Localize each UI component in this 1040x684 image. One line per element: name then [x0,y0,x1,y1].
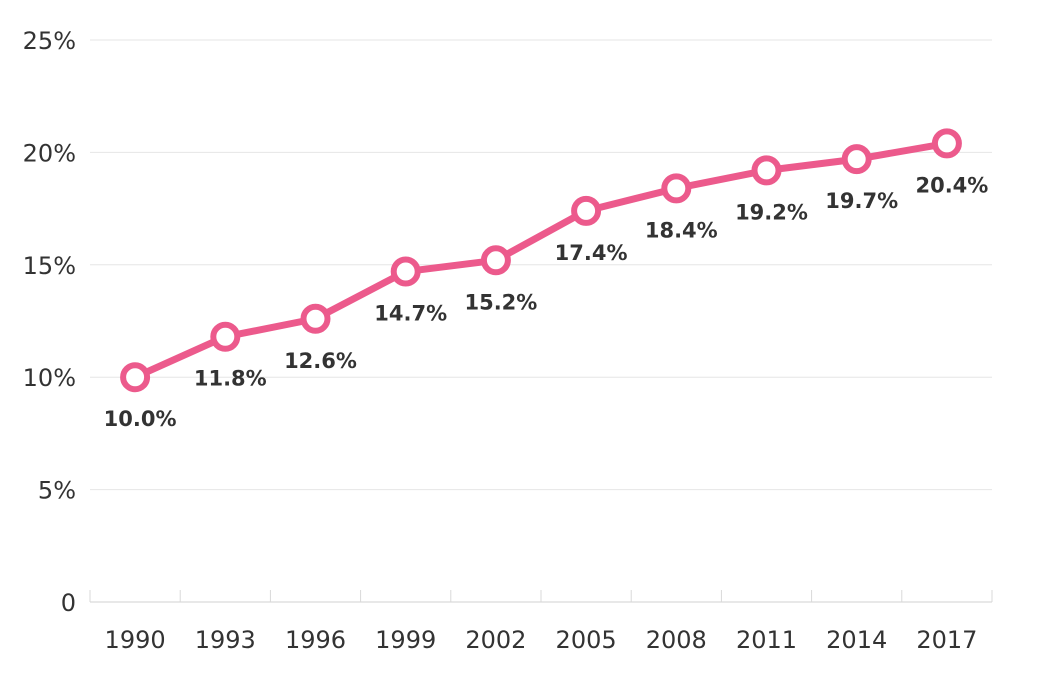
data-point [751,155,782,186]
x-tick-label: 2014 [826,626,887,654]
gridlines [90,39,992,491]
data-point [931,128,962,159]
data-label: 19.2% [735,200,808,224]
x-tick-label: 2011 [736,626,797,654]
data-label: 10.0% [104,407,177,431]
y-tick-label: 10% [23,364,76,392]
axes: 0 5% 10% 15% 20% 25% 1990 1993 1996 1999 2002 2005 2… [23,27,993,654]
data-label: 12.6% [284,349,357,373]
data-point [661,173,692,204]
x-tick-label: 2008 [646,626,707,654]
data-labels: 10.0% 11.8% 12.6% 14.7% 15.2% 17.4% 18.4% 19.2%… [104,173,989,431]
x-tick-label: 2005 [556,626,617,654]
series [120,128,962,393]
x-tick-label: 2017 [916,626,977,654]
x-tick-label: 1996 [285,626,346,654]
x-tick-label: 1990 [105,626,166,654]
y-tick-label: 15% [23,252,76,280]
data-point [480,245,511,276]
data-label: 14.7% [374,302,447,326]
y-tick-label: 0 [61,589,76,617]
y-tick-label: 5% [38,477,76,505]
data-point [120,362,151,393]
x-tick-label: 1993 [195,626,256,654]
data-point [571,195,602,226]
y-tick-label: 25% [23,27,76,55]
data-point [390,256,421,287]
data-label: 15.2% [464,290,537,314]
data-label: 17.4% [555,241,628,265]
x-tick-label: 2002 [465,626,526,654]
data-label: 11.8% [194,367,267,391]
data-point [210,321,241,352]
x-tick-label: 1999 [375,626,436,654]
data-label: 19.7% [825,189,898,213]
data-label: 20.4% [915,173,988,197]
data-point [300,303,331,334]
series-line [131,139,951,381]
data-label: 18.4% [645,218,718,242]
data-point [841,144,872,175]
y-tick-label: 20% [23,139,76,167]
